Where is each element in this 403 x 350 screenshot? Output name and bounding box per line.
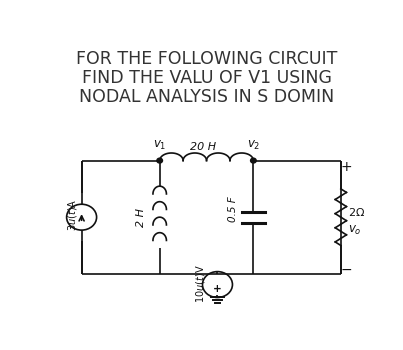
Text: $\mathit{v}_1$: $\mathit{v}_1$: [153, 139, 166, 153]
Text: +: +: [341, 160, 352, 174]
Text: 20 H: 20 H: [190, 142, 216, 152]
Text: $\mathit{v}_o$: $\mathit{v}_o$: [348, 224, 361, 237]
Text: $\mathit{v}_2$: $\mathit{v}_2$: [247, 139, 260, 153]
Circle shape: [251, 158, 256, 163]
Text: 2 H: 2 H: [136, 208, 145, 227]
Text: +: +: [213, 285, 222, 294]
Text: 0.5 F: 0.5 F: [228, 196, 238, 222]
Circle shape: [157, 158, 162, 163]
Text: −: −: [341, 263, 352, 277]
Text: $3u(t)$A: $3u(t)$A: [66, 198, 79, 231]
Text: NODAL ANALYSIS IN S DOMIN: NODAL ANALYSIS IN S DOMIN: [79, 88, 334, 106]
Text: $10u(t)$V: $10u(t)$V: [194, 264, 207, 302]
Text: 2$\Omega$: 2$\Omega$: [348, 206, 365, 218]
Text: FOR THE FOLLOWING CIRCUIT: FOR THE FOLLOWING CIRCUIT: [76, 50, 337, 68]
Text: FIND THE VALU OF V1 USING: FIND THE VALU OF V1 USING: [81, 69, 332, 87]
